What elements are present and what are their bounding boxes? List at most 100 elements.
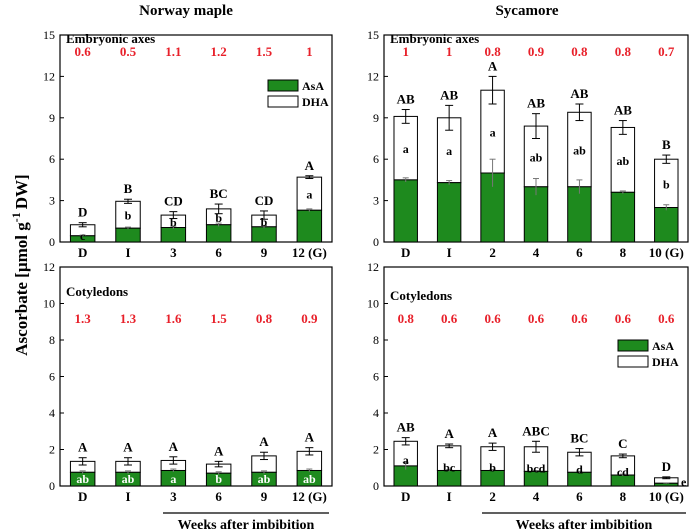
x-tick-label: D xyxy=(78,245,87,260)
significance-top-label: D xyxy=(78,205,87,220)
ratio-label: 0.8 xyxy=(615,44,632,59)
panel-label: Cotyledons xyxy=(66,284,128,299)
significance-top-label: AB xyxy=(614,103,632,118)
y-tick-label: 4 xyxy=(373,406,379,420)
significance-top-label: A xyxy=(259,434,269,449)
bar-asa xyxy=(296,209,323,243)
significance-inner-label: a xyxy=(446,144,452,158)
panel-label: Embryonic axes xyxy=(390,31,479,46)
y-tick-label: 6 xyxy=(373,370,379,384)
significance-top-label: A xyxy=(305,430,315,445)
y-tick-label: 12 xyxy=(43,69,55,83)
significance-top-label: A xyxy=(123,440,133,455)
y-tick-label: 0 xyxy=(49,479,55,493)
y-tick-label: 2 xyxy=(49,443,55,457)
significance-top-label: A xyxy=(305,158,315,173)
significance-inner-label: cd xyxy=(617,465,629,479)
y-tick-label: 15 xyxy=(367,28,379,42)
significance-top-label: ABC xyxy=(522,423,549,438)
bar-asa xyxy=(567,186,592,243)
significance-inner-label: a xyxy=(490,126,496,140)
column-title-norway-maple: Norway maple xyxy=(139,3,233,19)
y-tick-label: 12 xyxy=(367,69,379,83)
x-tick-label: 3 xyxy=(170,245,177,260)
x-tick-label: I xyxy=(125,245,130,260)
significance-top-label: AB xyxy=(527,96,545,111)
ratio-label: 0.9 xyxy=(301,311,318,326)
y-tick-label: 2 xyxy=(373,443,379,457)
y-tick-label: 3 xyxy=(373,194,379,208)
legend-swatch-dha xyxy=(617,355,649,368)
significance-top-label: AB xyxy=(397,92,415,107)
weeks-label-left: Weeks after imbibition xyxy=(178,518,315,531)
y-tick-label: 9 xyxy=(373,111,379,125)
significance-inner-label: b xyxy=(215,472,222,486)
ratio-label: 1.6 xyxy=(165,311,182,326)
ratio-label: 0.6 xyxy=(528,311,545,326)
significance-inner-label: d xyxy=(576,462,583,476)
significance-inner-label: ab xyxy=(76,472,89,486)
ratio-label: 0.8 xyxy=(256,311,273,326)
x-tick-label: 6 xyxy=(576,245,583,260)
y-tick-label: 10 xyxy=(367,297,379,311)
bar-asa xyxy=(654,207,679,243)
significance-inner-label: a xyxy=(403,142,409,156)
legend: AsA DHA xyxy=(617,339,679,369)
x-tick-label: 10 (G) xyxy=(649,489,684,504)
significance-top-label: CD xyxy=(255,193,274,208)
ratio-label: 1 xyxy=(306,44,313,59)
y-tick-label: 6 xyxy=(373,152,379,166)
legend-label-dha: DHA xyxy=(302,95,329,109)
ratio-label: 0.7 xyxy=(658,44,675,59)
bar-asa xyxy=(654,482,679,487)
x-tick-label: 6 xyxy=(576,489,583,504)
x-tick-label: 6 xyxy=(215,489,222,504)
significance-inner-label: c xyxy=(80,229,86,243)
bar-asa xyxy=(160,227,187,243)
ratio-label: 0.6 xyxy=(75,44,92,59)
x-tick-label: I xyxy=(447,245,452,260)
ratio-label: 1.5 xyxy=(256,44,273,59)
significance-top-label: A xyxy=(169,439,179,454)
legend-swatch-asa xyxy=(267,79,299,92)
significance-inner-label: b xyxy=(215,211,222,225)
y-tick-label: 12 xyxy=(43,260,55,274)
significance-inner-label: bcd xyxy=(527,461,546,475)
y-tick-label: 3 xyxy=(49,194,55,208)
x-tick-label: 8 xyxy=(620,489,627,504)
ratio-label: 0.6 xyxy=(615,311,632,326)
panel-label: Cotyledons xyxy=(390,288,452,303)
significance-inner-label: ab xyxy=(530,150,543,164)
legend-label-asa: AsA xyxy=(652,339,674,353)
significance-inner-label: e xyxy=(681,475,687,489)
x-tick-label: 9 xyxy=(261,489,268,504)
x-tick-label: I xyxy=(447,489,452,504)
significance-top-label: D xyxy=(662,459,671,474)
bar-asa xyxy=(393,179,418,243)
ratio-label: 1.1 xyxy=(165,44,181,59)
y-tick-label: 4 xyxy=(49,406,55,420)
x-tick-label: 6 xyxy=(215,245,222,260)
significance-top-label: B xyxy=(124,181,133,196)
bar-asa xyxy=(610,191,636,243)
ratio-label: 1.2 xyxy=(211,44,227,59)
bar-asa xyxy=(205,224,232,243)
legend-label-asa: AsA xyxy=(302,79,324,93)
significance-top-label: A xyxy=(488,425,498,440)
significance-top-label: BC xyxy=(570,431,588,446)
y-tick-label: 9 xyxy=(49,111,55,125)
y-tick-label: 10 xyxy=(43,297,55,311)
plot-frame xyxy=(59,34,333,243)
x-tick-label: 10 (G) xyxy=(649,245,684,260)
bar-asa xyxy=(251,226,277,243)
ratio-label: 0.8 xyxy=(398,311,415,326)
y-tick-label: 15 xyxy=(43,28,55,42)
significance-inner-label: bc xyxy=(443,460,456,474)
weeks-label-right: Weeks after imbibition xyxy=(516,518,653,531)
plot-frame xyxy=(59,266,333,487)
significance-top-label: AB xyxy=(397,420,415,435)
significance-inner-label: ab xyxy=(573,144,586,158)
ratio-label: 0.5 xyxy=(120,44,137,59)
